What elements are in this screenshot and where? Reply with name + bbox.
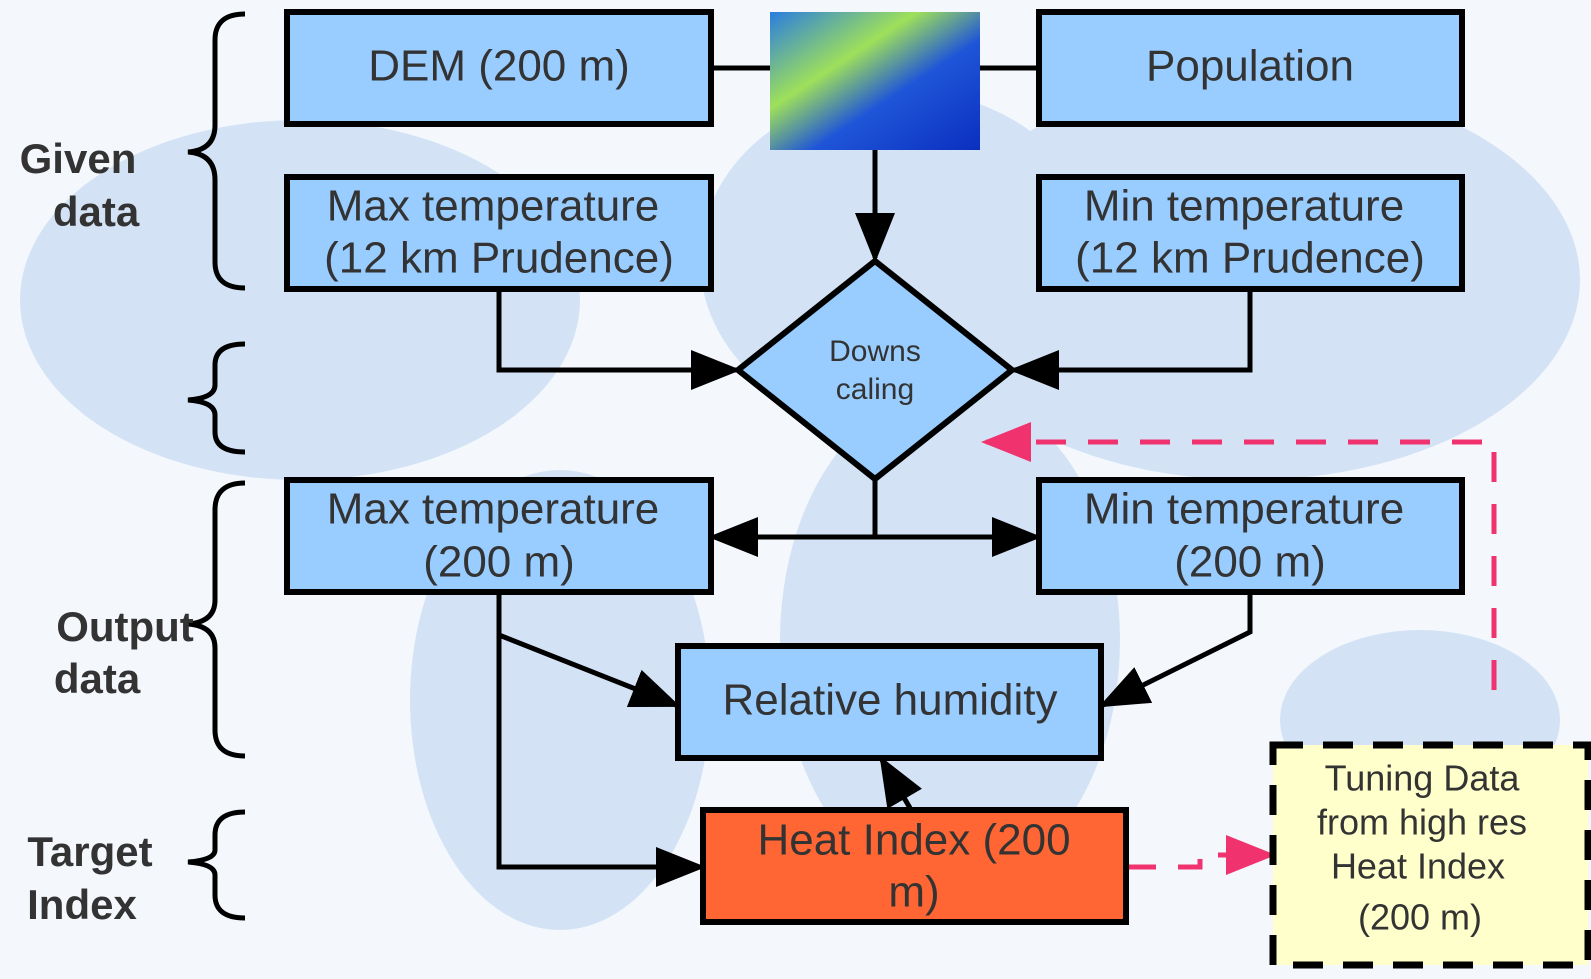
node-label: Tuning Data [1325, 758, 1521, 799]
side-label: Output [56, 603, 194, 650]
node-label: (200 m) [1174, 538, 1326, 587]
side-label: data [54, 655, 141, 702]
node-label: Max temperature [327, 485, 660, 534]
node-label: caling [836, 373, 914, 406]
node-label: (12 km Prudence) [324, 234, 674, 283]
node-label: Min temperature [1084, 182, 1404, 231]
node-label: DEM (200 m) [368, 42, 630, 91]
node-label: Heat Index [1331, 846, 1505, 887]
node-label: (12 km Prudence) [1075, 234, 1425, 283]
node-label: Population [1146, 42, 1354, 91]
node-label: Relative humidity [722, 676, 1057, 725]
node-label: (200 m) [423, 538, 575, 587]
side-label: Target [27, 828, 152, 875]
side-label: Given [20, 135, 137, 182]
dem-map [770, 12, 980, 150]
side-label: data [53, 188, 140, 235]
node-label: Heat Index (200 [757, 816, 1070, 865]
node-label: Downs [829, 335, 921, 368]
node-label: (200 m) [1358, 897, 1482, 938]
node-label: m) [888, 868, 939, 917]
node-label: from high res [1317, 802, 1527, 843]
node-label: Max temperature [327, 182, 660, 231]
diagram: Given data Output data Target Index DEM … [0, 0, 1591, 979]
node-label: Min temperature [1084, 485, 1404, 534]
side-label: Index [27, 881, 137, 928]
